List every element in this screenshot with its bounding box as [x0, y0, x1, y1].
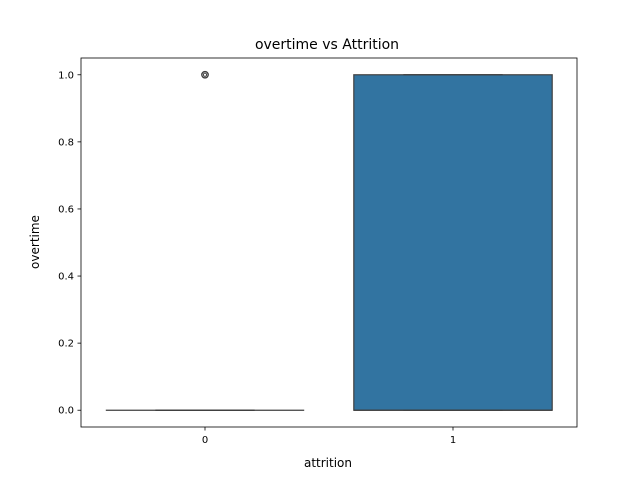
x-tick-label-1: 1 [450, 435, 456, 446]
x-tick-label-0: 0 [202, 435, 208, 446]
outlier-0-0 [201, 70, 209, 79]
box-group-1 [353, 74, 553, 411]
chart-title: overtime vs Attrition [255, 37, 399, 53]
outlier-inner-0-0 [202, 72, 208, 77]
y-axis: 0.0 0.2 0.4 0.6 0.8 1.0 [58, 70, 81, 417]
y-tick-label-3: 0.6 [58, 204, 74, 215]
y-tick-label-2: 0.4 [58, 272, 74, 283]
plot-area [105, 70, 553, 411]
axes-frame [80, 57, 578, 428]
box-1 [353, 74, 553, 411]
y-tick-label-5: 1.0 [58, 70, 74, 81]
y-tick-label-1: 0.2 [58, 339, 74, 350]
box-group-0 [105, 70, 305, 411]
y-tick-label-0: 0.0 [58, 406, 74, 417]
y-axis-label: overtime [28, 215, 42, 269]
y-tick-label-4: 0.8 [58, 137, 74, 148]
x-axis-label: attrition [304, 456, 352, 470]
